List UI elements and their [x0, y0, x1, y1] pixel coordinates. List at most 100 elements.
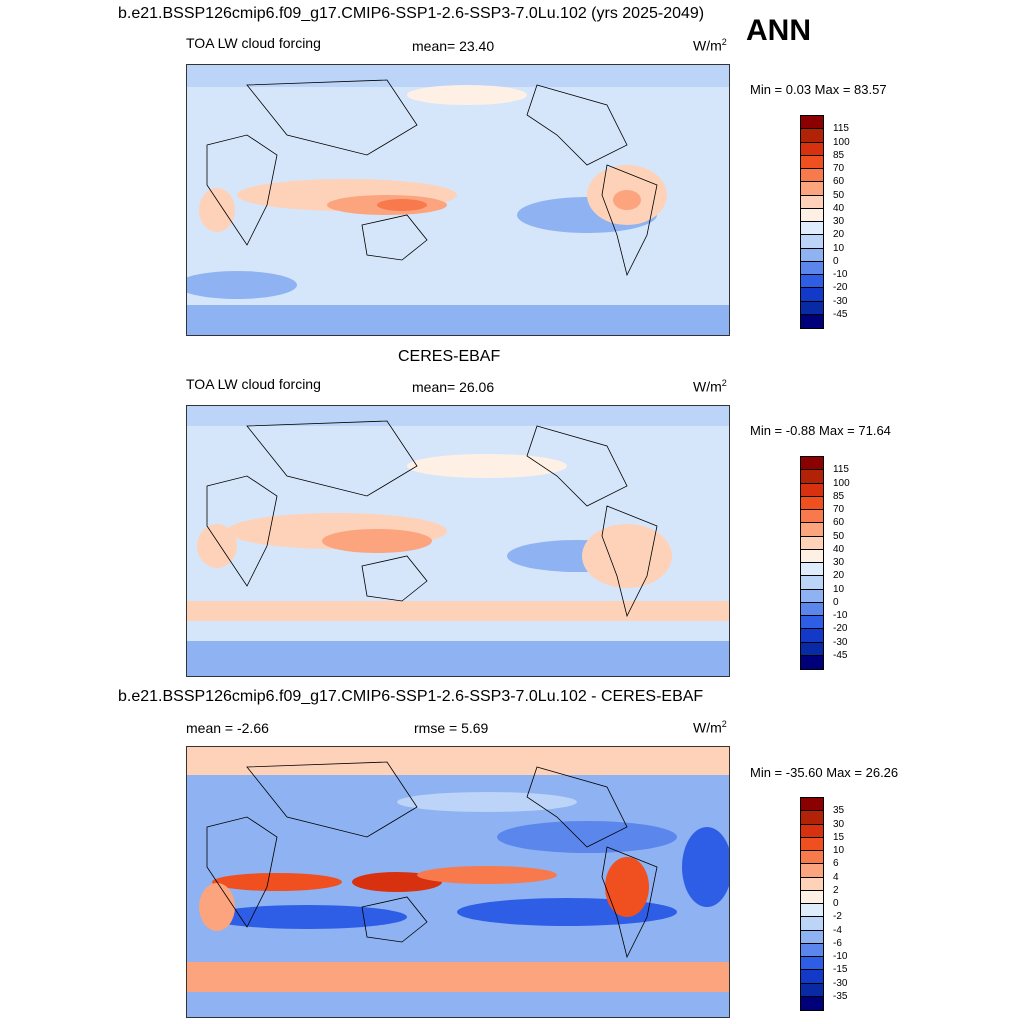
- colorbar-observations-label: -10: [833, 610, 848, 621]
- colorbar-observations-swatch: [801, 576, 823, 590]
- colorbar-difference-label: -15: [833, 964, 848, 976]
- colorbar-observations-label: 60: [833, 517, 845, 529]
- colorbar-observations-swatch: [801, 602, 823, 616]
- colorbar-observations-swatch: [801, 629, 823, 643]
- colorbar-model-label: -30: [833, 295, 848, 307]
- colorbar-difference-swatch: [801, 837, 823, 851]
- colorbar-model-label: 115: [833, 123, 849, 135]
- colorbar-model-label: 100: [833, 136, 850, 148]
- map-model: [186, 64, 730, 336]
- colorbar-model-label: 85: [833, 149, 845, 161]
- panel2-variable: TOA LW cloud forcing: [186, 376, 321, 392]
- colorbar-model-label: 70: [833, 163, 845, 174]
- colorbar-model-label: 10: [833, 242, 845, 254]
- colorbar-observations-swatch: [801, 563, 823, 577]
- colorbar-observations-swatch: [801, 483, 823, 497]
- colorbar-observations-label: 0: [833, 596, 839, 608]
- colorbar-difference: [800, 797, 824, 1011]
- panel3-title: b.e21.BSSP126cmip6.f09_g17.CMIP6-SSP1-2.…: [118, 688, 704, 705]
- colorbar-difference-label: 30: [833, 818, 845, 830]
- colorbar-difference-label: -35: [833, 990, 848, 1002]
- colorbar-observations-swatch: [801, 642, 823, 656]
- colorbar-model-swatch: [801, 142, 823, 156]
- panel1-minmax: Min = 0.03 Max = 83.57: [750, 82, 887, 97]
- colorbar-observations-swatch: [801, 655, 823, 669]
- colorbar-model-label: -10: [833, 269, 848, 280]
- colorbar-observations-swatch: [801, 496, 823, 510]
- colorbar-observations-swatch: [801, 510, 823, 524]
- panel3-units: W/m2: [693, 719, 727, 736]
- colorbar-model-label: -20: [833, 282, 848, 294]
- colorbar-model-label: 30: [833, 216, 845, 227]
- colorbar-observations-label: 85: [833, 490, 845, 502]
- colorbar-difference-swatch: [801, 930, 823, 944]
- colorbar-observations-label: -30: [833, 636, 848, 648]
- colorbar-observations-swatch: [801, 616, 823, 630]
- colorbar-difference-swatch: [801, 890, 823, 904]
- colorbar-difference-swatch: [801, 811, 823, 825]
- panel3-rmse: rmse = 5.69: [414, 720, 489, 736]
- colorbar-model-label: 20: [833, 229, 845, 241]
- colorbar-difference-label: -4: [833, 924, 842, 936]
- colorbar-model-swatch: [801, 288, 823, 302]
- colorbar-model-swatch: [801, 275, 823, 289]
- colorbar-difference-label: 4: [833, 871, 839, 883]
- colorbar-observations-label: 50: [833, 530, 845, 542]
- colorbar-model-label: 50: [833, 189, 845, 201]
- colorbar-difference-label: -2: [833, 911, 842, 923]
- colorbar-observations-label: 100: [833, 477, 850, 489]
- panel3-minmax: Min = -35.60 Max = 26.26: [750, 765, 899, 780]
- colorbar-difference-label: 35: [833, 805, 845, 817]
- colorbar-observations-swatch: [801, 457, 823, 471]
- panel2-title: CERES-EBAF: [398, 348, 501, 365]
- run-title: b.e21.BSSP126cmip6.f09_g17.CMIP6-SSP1-2.…: [118, 5, 705, 22]
- panel1-variable: TOA LW cloud forcing: [186, 35, 321, 51]
- colorbar-observations: [800, 456, 824, 670]
- colorbar-model-swatch: [801, 235, 823, 249]
- panel3-mean: mean = -2.66: [186, 720, 269, 736]
- colorbar-model-swatch: [801, 261, 823, 275]
- colorbar-difference-swatch: [801, 877, 823, 891]
- colorbar-model-label: 60: [833, 176, 845, 188]
- panel2-mean: mean= 26.06: [412, 379, 495, 395]
- panel2-units: W/m2: [693, 378, 727, 395]
- colorbar-difference-swatch: [801, 904, 823, 918]
- colorbar-difference-swatch: [801, 917, 823, 931]
- colorbar-difference-label: -6: [833, 937, 842, 949]
- colorbar-difference-swatch: [801, 983, 823, 997]
- colorbar-difference-label: 10: [833, 845, 845, 856]
- colorbar-model-swatch: [801, 208, 823, 222]
- colorbar-observations-label: 70: [833, 504, 845, 515]
- colorbar-difference-label: 6: [833, 858, 839, 870]
- colorbar-model-swatch: [801, 195, 823, 209]
- colorbar-difference-label: 2: [833, 884, 839, 896]
- colorbar-model-swatch: [801, 301, 823, 315]
- map-observations: [186, 405, 730, 677]
- colorbar-observations-label: 20: [833, 570, 845, 582]
- season-label: ANN: [746, 14, 811, 47]
- colorbar-model-swatch: [801, 222, 823, 236]
- panel1-mean: mean= 23.40: [412, 38, 495, 54]
- colorbar-difference-label: 15: [833, 831, 845, 843]
- colorbar-difference-swatch: [801, 824, 823, 838]
- panel2-minmax: Min = -0.88 Max = 71.64: [750, 423, 891, 438]
- colorbar-observations-swatch: [801, 589, 823, 603]
- colorbar-model-swatch: [801, 129, 823, 143]
- colorbar-difference-swatch: [801, 970, 823, 984]
- colorbar-difference-swatch: [801, 957, 823, 971]
- colorbar-model-swatch: [801, 182, 823, 196]
- colorbar-observations-label: 115: [833, 464, 849, 476]
- colorbar-difference-swatch: [801, 996, 823, 1010]
- colorbar-observations-label: 30: [833, 557, 845, 568]
- colorbar-observations-swatch: [801, 549, 823, 563]
- colorbar-observations-swatch: [801, 470, 823, 484]
- colorbar-difference-swatch: [801, 943, 823, 957]
- colorbar-observations-swatch: [801, 536, 823, 550]
- colorbar-model-swatch: [801, 116, 823, 130]
- colorbar-difference-swatch: [801, 798, 823, 812]
- colorbar-model-swatch: [801, 248, 823, 262]
- colorbar-observations-label: -20: [833, 623, 848, 635]
- colorbar-model-label: -45: [833, 308, 848, 320]
- colorbar-model-label: 0: [833, 255, 839, 267]
- colorbar-model-swatch: [801, 155, 823, 169]
